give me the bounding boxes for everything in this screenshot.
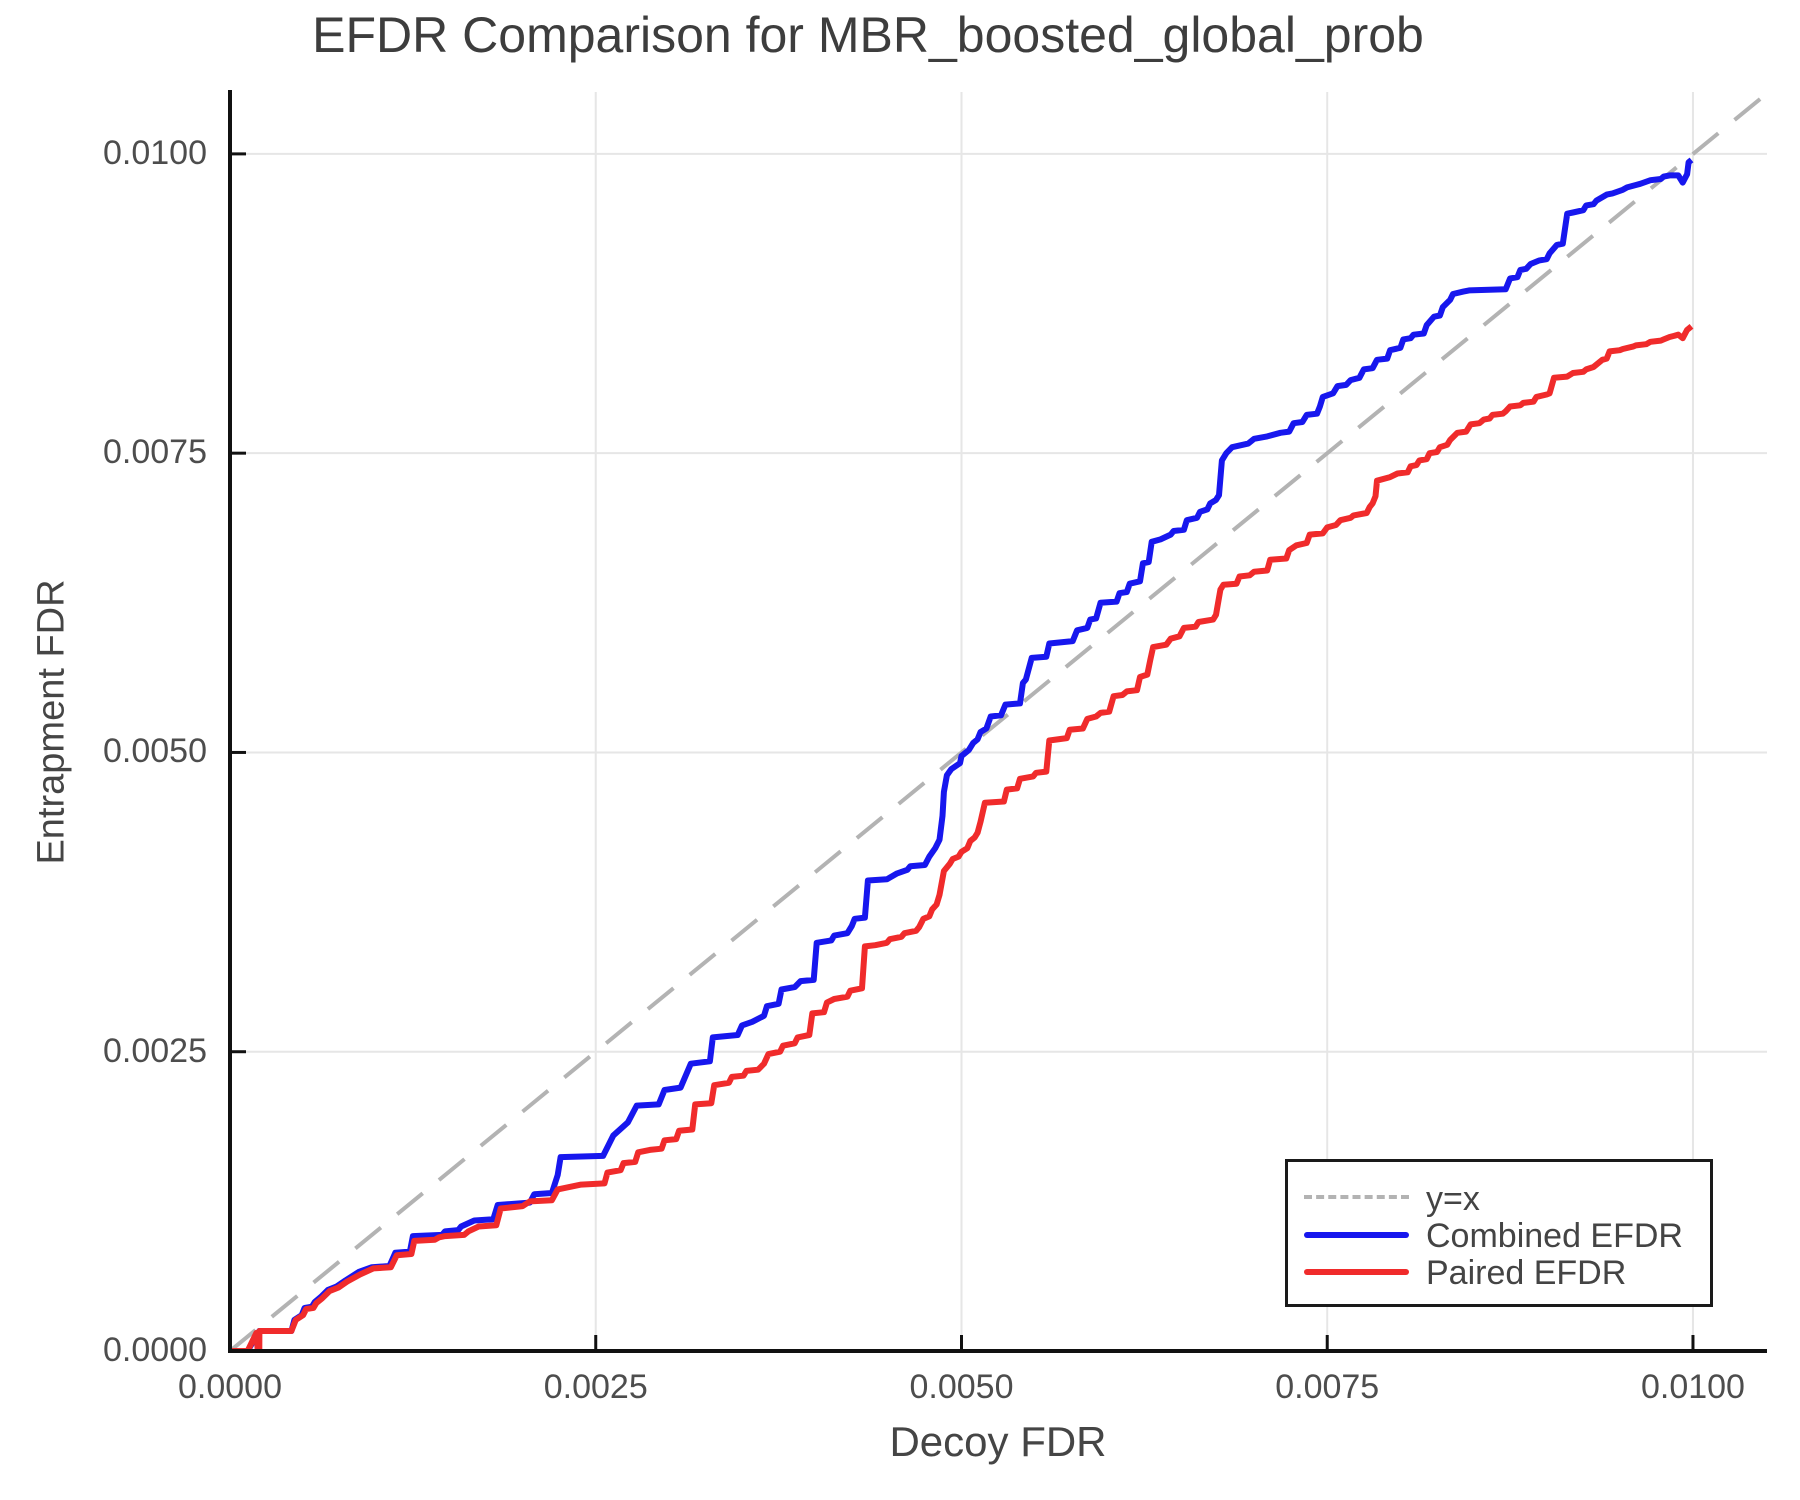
y-tick-label: 0.0050: [103, 732, 207, 771]
x-tick-label: 0.0000: [178, 1368, 282, 1406]
y-tick-label: 0.0075: [103, 433, 207, 472]
legend-label: Paired EFDR: [1426, 1254, 1627, 1292]
legend-item-identity: y=x: [1288, 1178, 1710, 1218]
x-tick-label: 0.0100: [1640, 1368, 1745, 1406]
combined-line-sample: [1304, 1232, 1409, 1238]
y-axis-label: Entrapment FDR: [30, 579, 73, 865]
legend-label: y=x: [1426, 1180, 1480, 1218]
legend-box: y=x Combined EFDR Paired EFDR: [1285, 1159, 1713, 1307]
series-lines: [230, 92, 1767, 1351]
identity-line-sample: [1304, 1195, 1409, 1199]
y-tick-label: 0.0025: [103, 1031, 207, 1070]
y-tick-label: 0.0000: [103, 1331, 207, 1369]
legend-item-combined: Combined EFDR: [1288, 1215, 1710, 1255]
x-axis-label: Decoy FDR: [889, 1418, 1107, 1465]
x-tick-label: 0.0075: [1275, 1368, 1380, 1406]
paired-line-sample: [1304, 1269, 1409, 1275]
legend-label: Combined EFDR: [1426, 1217, 1683, 1255]
chart-title: EFDR Comparison for MBR_boosted_global_p…: [312, 7, 1424, 63]
axis-spines: [228, 90, 1767, 1353]
x-tick-label: 0.0050: [909, 1368, 1014, 1406]
y-tick-label: 0.0100: [103, 133, 207, 172]
legend-item-paired: Paired EFDR: [1288, 1252, 1710, 1292]
axis-tick-marks: [228, 152, 1695, 1353]
x-tick-label: 0.0025: [543, 1368, 648, 1406]
